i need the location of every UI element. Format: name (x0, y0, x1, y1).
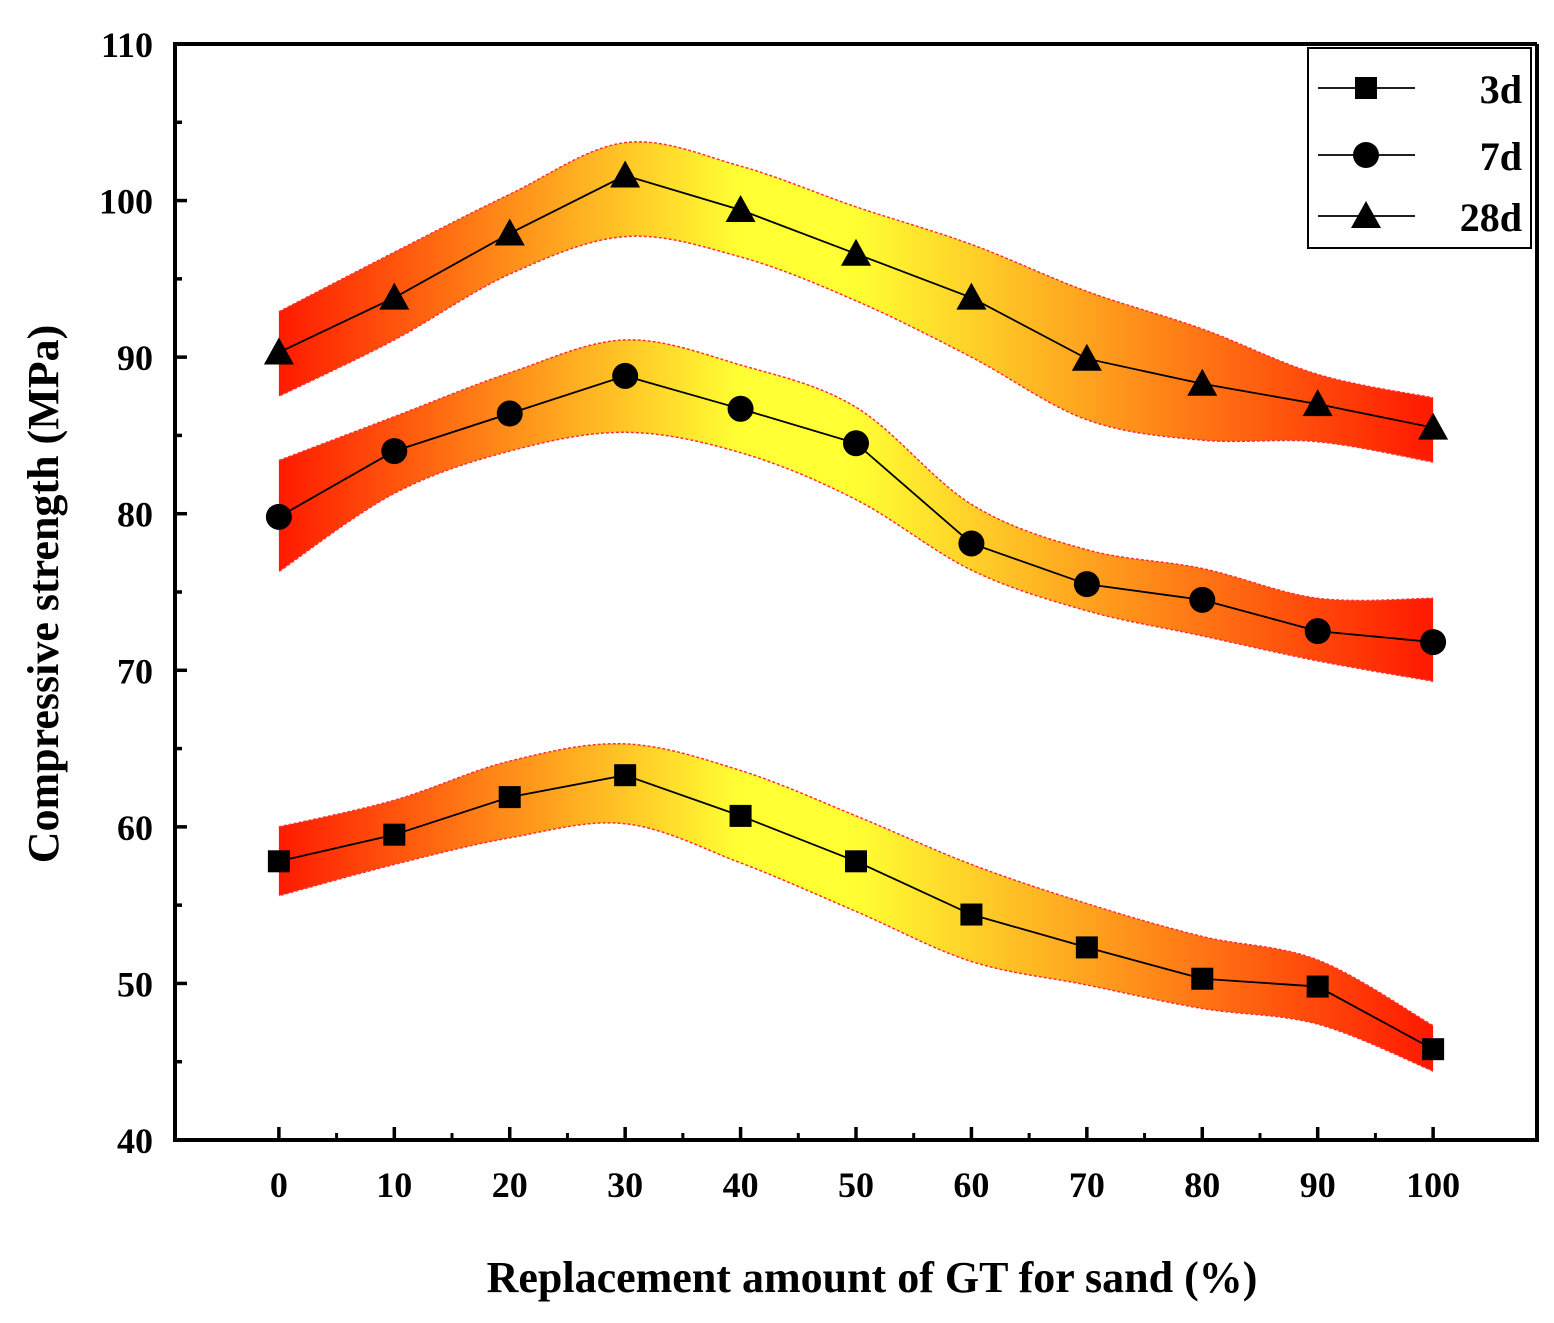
x-tick-label: 90 (1300, 1165, 1336, 1205)
band-upper-edge-28d (278, 141, 1434, 399)
y-tick-label: 70 (117, 651, 153, 691)
data-point-28d-10 (379, 282, 410, 310)
legend-label-7d: 7d (1480, 134, 1522, 179)
data-point-7d-90 (1304, 618, 1331, 645)
band-lower-edge-7d (278, 431, 1434, 682)
x-tick-label: 80 (1184, 1165, 1220, 1205)
y-tick-label: 40 (117, 1121, 153, 1161)
x-tick-label: 0 (270, 1165, 288, 1205)
band-upper-edge-3d (278, 742, 1434, 1027)
x-tick-label: 50 (838, 1165, 874, 1205)
x-tick-label: 60 (953, 1165, 989, 1205)
data-point-7d-50 (843, 430, 869, 457)
data-point-7d-30 (612, 362, 639, 389)
data-point-3d-80 (1191, 967, 1214, 990)
data-point-3d-60 (960, 903, 983, 926)
data-point-3d-20 (498, 786, 521, 809)
data-point-28d-80 (1187, 368, 1218, 396)
legend-label-3d: 3d (1480, 67, 1522, 112)
x-axis-title: Replacement amount of GT for sand (%) (487, 1253, 1258, 1302)
y-tick-label: 90 (117, 338, 153, 378)
data-point-3d-70 (1075, 936, 1098, 959)
data-point-7d-80 (1189, 586, 1216, 613)
confidence-band-7d (278, 339, 1434, 682)
x-tick-label: 10 (376, 1165, 412, 1205)
data-point-7d-100 (1420, 629, 1447, 656)
data-point-28d-30 (610, 160, 641, 188)
data-point-7d-10 (381, 438, 408, 465)
data-point-3d-40 (729, 804, 752, 827)
y-axis-title: Compressive strength (MPa) (19, 325, 68, 864)
data-point-7d-60 (958, 530, 985, 557)
data-point-28d-70 (1071, 343, 1102, 371)
y-tick-label: 80 (117, 495, 153, 535)
legend-marker-7d (1353, 142, 1379, 168)
confidence-band-28d (278, 141, 1434, 463)
y-tick-label: 50 (117, 964, 153, 1004)
data-point-3d-90 (1306, 975, 1329, 998)
x-tick-label: 40 (723, 1165, 759, 1205)
legend-label-28d: 28d (1460, 195, 1522, 240)
data-point-3d-50 (845, 850, 867, 873)
data-point-7d-40 (727, 395, 754, 422)
legend-marker-28d (1351, 201, 1381, 228)
data-point-28d-50 (841, 238, 871, 266)
y-tick-label: 60 (117, 808, 153, 848)
data-point-7d-70 (1073, 571, 1100, 598)
band-lower-edge-28d (278, 235, 1434, 463)
confidence-band-3d (278, 743, 1434, 1072)
band-lower-edge-3d (278, 822, 1434, 1072)
data-point-28d-90 (1302, 389, 1333, 417)
data-point-7d-20 (496, 400, 523, 427)
x-tick-label: 70 (1069, 1165, 1105, 1205)
data-point-3d-100 (1422, 1038, 1445, 1061)
data-point-3d-30 (614, 764, 637, 787)
band-upper-edge-7d (278, 339, 1434, 602)
data-point-28d-20 (494, 218, 525, 246)
x-tick-label: 100 (1406, 1165, 1460, 1205)
x-tick-label: 30 (607, 1165, 643, 1205)
data-point-3d-0 (267, 850, 290, 873)
data-point-28d-0 (263, 337, 294, 365)
data-point-28d-100 (1418, 412, 1449, 440)
data-point-28d-40 (725, 194, 756, 222)
y-tick-label: 100 (99, 182, 153, 222)
data-point-3d-10 (383, 823, 406, 846)
data-point-28d-60 (956, 282, 987, 310)
x-tick-label: 20 (492, 1165, 528, 1205)
y-tick-label: 110 (101, 25, 153, 65)
legend-marker-3d (1355, 77, 1377, 99)
legend-box (1307, 47, 1532, 249)
data-point-7d-0 (265, 503, 292, 530)
